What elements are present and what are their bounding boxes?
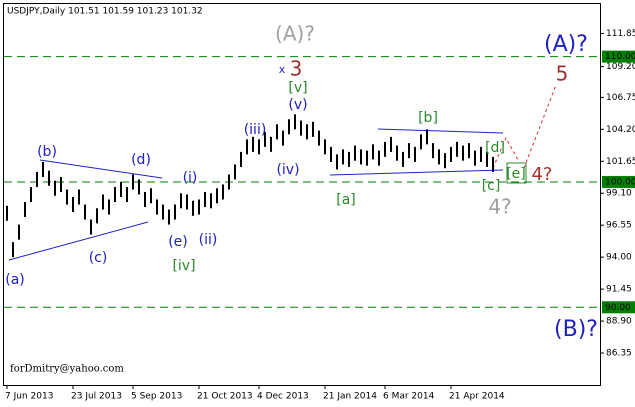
wave-label: [e] <box>506 166 526 182</box>
y-tick-label: 106.75 <box>606 93 635 103</box>
y-tick-label: 109.20 <box>606 62 635 72</box>
x-tick-label: 7 Jun 2013 <box>5 392 53 402</box>
x-tick-label: 23 Jul 2013 <box>71 392 122 402</box>
x-tick-label: 21 Oct 2013 <box>197 392 253 402</box>
plot-frame <box>3 3 601 386</box>
wave-label: (b) <box>37 144 57 160</box>
y-tick-label: 94.00 <box>606 253 632 263</box>
wave-label: [iv] <box>172 258 195 274</box>
trend-line <box>39 159 163 179</box>
wave-label: (B)? <box>554 317 598 342</box>
projection-line <box>523 84 557 169</box>
wave-label: (ii) <box>199 232 218 248</box>
wave-label: x <box>279 63 286 76</box>
wave-label: [v] <box>288 80 307 96</box>
y-tick-label: 101.65 <box>606 157 635 167</box>
level-label: 100.00 <box>605 177 635 187</box>
wave-label: (e) <box>168 234 188 250</box>
wave-label: (A)? <box>275 22 315 46</box>
wave-label: (i) <box>183 170 198 186</box>
x-tick-label: 4 Dec 2013 <box>257 392 309 402</box>
y-tick-label: 111.85 <box>606 29 635 39</box>
label-box <box>506 162 527 184</box>
y-tick-label: 88.90 <box>606 317 632 327</box>
wave-label: 4? <box>488 195 511 219</box>
wave-label: 4? <box>531 164 552 185</box>
wave-label: (a) <box>5 272 25 288</box>
wave-label: (iii) <box>244 122 267 138</box>
x-tick-label: 6 Mar 2014 <box>383 392 435 402</box>
wave-label: [c] <box>482 178 501 194</box>
wave-label: (A)? <box>544 32 588 57</box>
wave-label: 5 <box>556 62 569 86</box>
wave-label: [d] <box>485 140 505 156</box>
trend-line <box>377 128 504 134</box>
y-tick-label: 86.35 <box>606 349 632 359</box>
x-tick-label: 21 Jan 2014 <box>323 392 377 402</box>
wave-label: (d) <box>131 152 151 168</box>
x-tick-label: 21 Apr 2014 <box>449 392 505 402</box>
level-label-box <box>602 301 635 314</box>
wave-label: (v) <box>288 97 307 113</box>
watermark: forDmitry@yahoo.com <box>10 364 124 375</box>
y-tick-label: 99.10 <box>606 189 632 199</box>
trend-line <box>329 169 504 176</box>
trend-line <box>8 221 149 261</box>
level-label-box <box>602 50 635 63</box>
y-tick-label: 104.20 <box>606 125 635 135</box>
wave-label: [b] <box>418 110 438 126</box>
chart-title: USDJPY,Daily 101.51 101.59 101.23 101.32 <box>7 7 203 17</box>
wave-label: (iv) <box>276 162 299 178</box>
wave-label: 3 <box>290 57 303 81</box>
wave-label: (c) <box>89 250 108 266</box>
level-label: 110.00 <box>605 52 635 62</box>
wave-label: [a] <box>336 192 356 208</box>
x-tick-label: 5 Sep 2013 <box>131 392 182 402</box>
level-label: 90.00 <box>605 303 631 313</box>
y-tick-label: 96.55 <box>606 221 632 231</box>
y-tick-label: 91.45 <box>606 285 632 295</box>
level-label-box <box>602 175 635 188</box>
projection-line <box>492 136 519 169</box>
